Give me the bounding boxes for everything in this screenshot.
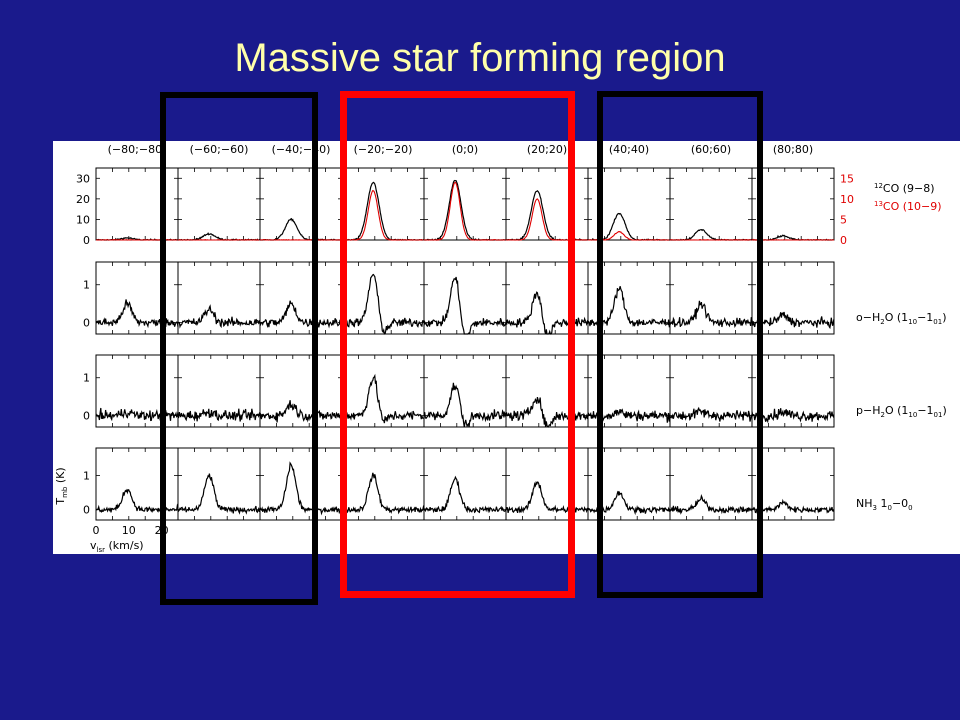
column-label: (60;60): [691, 143, 731, 156]
spectrum-line-red: [424, 181, 506, 241]
y-tick-label: 0: [83, 410, 90, 423]
y-axis-label: Tmb (K): [54, 467, 69, 505]
y-tick-label: 10: [76, 213, 90, 226]
spectrum-line: [341, 472, 425, 515]
y-tick-label-right: 15: [840, 172, 854, 185]
series-label-12co: 12CO (9−8): [874, 182, 935, 195]
panel-frame: [751, 261, 835, 335]
spectrum-line: [259, 300, 343, 329]
column-label: (20;20): [527, 143, 567, 156]
highlight-box-left: [160, 92, 318, 605]
spectrum-line: [341, 373, 425, 424]
spectrum-line: [177, 408, 261, 422]
spectrum-line: [751, 498, 835, 514]
y-tick-label: 0: [83, 234, 90, 247]
spectrum-line: [423, 276, 507, 335]
column-label: (−60;−60): [190, 143, 249, 156]
y-tick-label: 30: [76, 172, 90, 185]
spectra-figure: (−80;−80) (−60;−60) (−40;−40) (−20;−20) (0;0…: [53, 141, 960, 554]
y-tick-label: 0: [83, 317, 90, 330]
spectrum-line-red: [341, 189, 424, 241]
spectrum-line: [751, 408, 835, 424]
y-tick-label-right: 0: [840, 234, 847, 247]
spectrum-line: [423, 475, 507, 514]
x-tick-label: 0: [93, 524, 100, 537]
x-axis-label: vlsr (km/s): [90, 539, 144, 554]
spectrum-line: [177, 473, 261, 515]
column-label: (0;0): [452, 143, 478, 156]
y-tick-label-right: 10: [840, 193, 854, 206]
spectrum-line: [669, 406, 753, 422]
y-tick-label: 20: [76, 193, 90, 206]
panel-frame: [751, 354, 835, 428]
y-tick-label: 1: [83, 279, 90, 292]
spectrum-line: [341, 273, 425, 335]
spectrum-line: [259, 461, 343, 516]
highlight-box-right: [597, 91, 763, 598]
series-label-p-h2o: p−H2O (110−101): [856, 404, 947, 419]
spectrum-line: [751, 311, 835, 330]
y-tick-label: 1: [83, 469, 90, 482]
series-label-o-h2o: o−H2O (110−101): [856, 311, 947, 326]
spectrum-line: [669, 300, 753, 328]
column-label: (−20;−20): [354, 143, 413, 156]
column-label: (80;80): [773, 143, 813, 156]
series-label-13co: 13CO (10−9): [874, 200, 942, 213]
spectrum-line: [177, 304, 261, 329]
spectrum-line: [423, 382, 507, 428]
column-label: (40;40): [609, 143, 649, 156]
slide-title: Massive star forming region: [234, 36, 726, 80]
spectrum-line: [259, 400, 343, 423]
column-label: (−80;−80): [108, 143, 167, 156]
spectra-grid-svg: (−80;−80) (−60;−60) (−40;−40) (−20;−20) (0;0…: [54, 143, 947, 554]
x-tick-label: 10: [122, 524, 136, 537]
series-label-nh3: NH3 10−00: [856, 497, 913, 512]
spectrum-line: [669, 493, 753, 515]
highlight-box-center: [340, 91, 575, 598]
y-tick-label: 1: [83, 372, 90, 385]
panel-frame: [751, 447, 835, 521]
panel-frame: [751, 167, 835, 241]
y-tick-label-right: 5: [840, 213, 847, 226]
y-tick-label: 0: [83, 504, 90, 517]
spectrum-line-red: [751, 238, 835, 241]
